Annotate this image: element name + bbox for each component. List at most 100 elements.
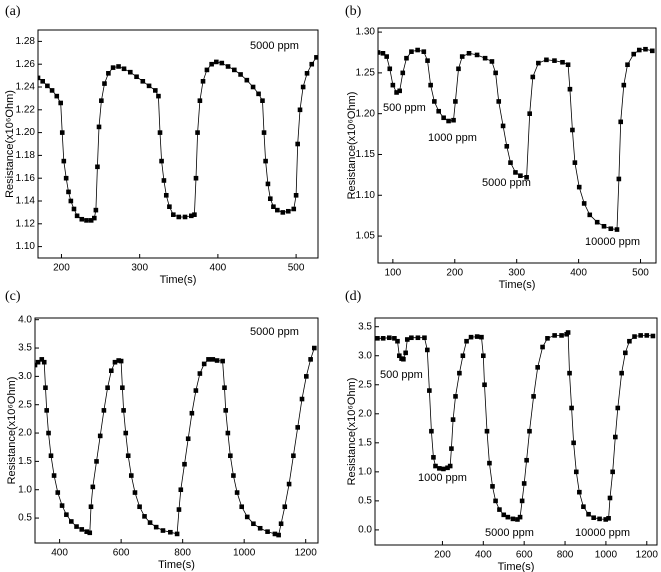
- data-point: [192, 212, 197, 217]
- data-point: [280, 210, 286, 215]
- data-point: [312, 345, 317, 351]
- data-point: [261, 130, 267, 135]
- data-point: [225, 430, 231, 436]
- data-point: [508, 160, 513, 165]
- data-point: [68, 519, 74, 524]
- data-point: [453, 99, 458, 104]
- data-point: [137, 504, 142, 510]
- data-point: [157, 130, 163, 135]
- data-point: [92, 215, 97, 221]
- data-point: [79, 527, 85, 532]
- y-tick-label: 1.15: [356, 149, 376, 160]
- data-point: [521, 481, 527, 486]
- data-point: [201, 361, 207, 367]
- y-tick-label: 0.5: [18, 513, 32, 524]
- data-point: [304, 374, 309, 379]
- data-point: [576, 184, 582, 190]
- data-point: [90, 484, 96, 490]
- panel: (a) 200 300 400 500 1.10 1.12 1.14 1.16 1.18 1.20 1…: [4, 4, 319, 286]
- y-axis-label: Resistance(x10⁶Ohm): [346, 92, 358, 200]
- data-point: [79, 216, 85, 222]
- data-point: [431, 455, 436, 460]
- y-axis-label: Resistance(x10⁶Ohm): [4, 90, 16, 198]
- panel-title: (a): [5, 4, 21, 19]
- data-point: [300, 84, 306, 90]
- data-point: [644, 333, 650, 338]
- data-point: [74, 213, 80, 219]
- data-point: [304, 71, 310, 76]
- data-point: [220, 358, 225, 364]
- data-point: [518, 173, 523, 178]
- data-point: [606, 515, 611, 521]
- data-point: [571, 440, 576, 446]
- data-point: [387, 66, 393, 72]
- data-point: [232, 67, 237, 73]
- data-point: [147, 520, 153, 525]
- data-point: [140, 79, 146, 84]
- y-tick-label: 4.0: [18, 314, 32, 325]
- data-point: [392, 336, 397, 341]
- data-point: [87, 530, 93, 536]
- data-point: [160, 528, 166, 533]
- data-point: [178, 487, 184, 493]
- data-point: [581, 504, 586, 509]
- data-point: [171, 212, 176, 217]
- data-point: [286, 481, 292, 487]
- data-point: [219, 60, 225, 66]
- y-tick-label: 2.0: [358, 408, 372, 419]
- x-tick-label: 1200: [636, 550, 659, 561]
- data-point: [291, 453, 296, 459]
- data-point: [239, 504, 245, 510]
- data-point: [45, 83, 50, 89]
- data-point: [35, 362, 38, 368]
- data-point: [394, 90, 399, 95]
- data-point: [404, 55, 409, 61]
- data-point: [390, 82, 396, 88]
- data-point: [643, 46, 648, 52]
- x-tick-label: 500: [288, 263, 305, 274]
- data-point: [400, 70, 406, 76]
- data-point: [625, 62, 630, 68]
- y-axis-label: Resistance(x10⁶Ohm): [346, 378, 358, 486]
- data-point: [422, 335, 427, 341]
- x-tick-label: 200: [53, 263, 70, 274]
- data-point: [257, 525, 263, 531]
- data-point: [297, 107, 303, 113]
- axes-frame: [377, 27, 657, 264]
- data-point: [54, 93, 60, 99]
- data-point: [493, 70, 498, 76]
- data-point: [510, 516, 516, 522]
- data-point: [597, 516, 602, 522]
- data-point: [415, 335, 421, 341]
- data-point: [484, 428, 490, 434]
- data-point: [282, 504, 288, 510]
- data-point: [225, 64, 231, 69]
- y-tick-label: 2.0: [18, 428, 32, 439]
- data-point: [59, 130, 65, 135]
- data-point: [250, 84, 256, 90]
- data-point: [260, 98, 265, 103]
- data-point: [446, 118, 451, 124]
- annotation: 500 ppm: [383, 102, 426, 114]
- y-tick-label: 1.22: [16, 104, 36, 115]
- data-point: [468, 334, 474, 340]
- data-point: [559, 333, 564, 338]
- data-point: [387, 335, 392, 341]
- axes-frame: [37, 29, 319, 259]
- data-point: [88, 504, 94, 510]
- y-tick-label: 1.20: [16, 127, 36, 138]
- data-point: [527, 111, 532, 116]
- data-point: [527, 428, 532, 434]
- data-point: [459, 54, 465, 59]
- data-point: [108, 368, 114, 374]
- y-tick-label: 1.20: [356, 108, 376, 119]
- data-point: [299, 396, 305, 402]
- data-point: [278, 521, 284, 527]
- data-point: [38, 75, 41, 81]
- y-tick-label: 1.18: [16, 150, 36, 161]
- data-point: [308, 357, 313, 362]
- data-point: [545, 336, 550, 341]
- data-point: [127, 69, 133, 75]
- data-point: [214, 358, 220, 363]
- data-point: [214, 59, 219, 65]
